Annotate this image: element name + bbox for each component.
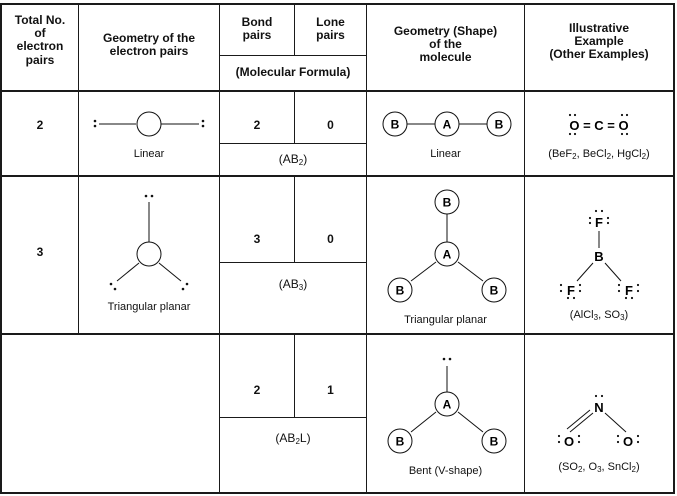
- col3-row3-divider: [294, 334, 295, 418]
- row2-total-pairs: 3: [36, 245, 44, 259]
- lone-pair-dots: [442, 357, 452, 361]
- svg-text:O: O: [564, 434, 574, 449]
- bonded-atom-label: B: [391, 118, 400, 132]
- row3-bond-pairs: 2: [253, 383, 261, 397]
- row2-other-examples: (AlCl3, SO3): [569, 309, 629, 322]
- svg-text:F: F: [567, 283, 575, 298]
- row1-lone-pairs: 0: [327, 118, 334, 132]
- row2-trigonal-electron-diagram: [109, 194, 189, 291]
- svg-text:O: O: [623, 434, 633, 449]
- central-atom-circle: [136, 111, 162, 137]
- header-bond-pairs: Bond pairs: [241, 15, 273, 43]
- col2-divider: [219, 3, 220, 494]
- col1-divider: [78, 3, 79, 334]
- table-border-right: [673, 3, 675, 494]
- bonded-atom-label: B: [490, 435, 499, 449]
- row2-subdivider: [219, 262, 366, 263]
- bonded-atom-label: B: [396, 435, 405, 449]
- row3-so2-lewis-structure: N O O: [557, 394, 640, 449]
- col4-divider: [366, 3, 367, 494]
- row3-shape-label: Bent (V-shape): [408, 465, 483, 477]
- row3-formula: (AB2L): [275, 431, 311, 446]
- lone-pair-dots-left: [93, 119, 97, 128]
- bonded-atom-label: B: [490, 284, 499, 298]
- svg-text:F: F: [625, 283, 633, 298]
- row1-other-examples: (BeF2, BeCl2, HgCl2): [548, 148, 650, 161]
- lone-pair-dots: [557, 394, 640, 444]
- col3-header-divider: [294, 3, 295, 55]
- svg-text:B: B: [594, 249, 603, 264]
- table-border-top: [0, 3, 675, 5]
- row2-bottom-line: [0, 333, 675, 335]
- row1-bond-pairs: 2: [253, 118, 261, 132]
- col3-row1-divider: [294, 91, 295, 144]
- header-example: Illustrative Example (Other Examples): [549, 21, 649, 62]
- svg-text:F: F: [595, 215, 603, 230]
- svg-text:N: N: [594, 400, 603, 415]
- row1-linear-electron-diagram: [93, 111, 205, 137]
- row2-bf3-lewis-structure: F B F F: [559, 209, 640, 300]
- central-atom-label: A: [443, 118, 452, 132]
- row2-electron-geometry-label: Triangular planar: [107, 301, 191, 313]
- bonded-atom-label: B: [495, 118, 504, 132]
- row3-subdivider: [219, 417, 366, 418]
- table-border-left: [0, 3, 2, 494]
- header-total-pairs: Total No. of electron pairs: [14, 13, 66, 67]
- table-border-bottom: [0, 492, 675, 494]
- lone-pair-dots: [559, 209, 640, 300]
- row1-total-pairs: 2: [36, 118, 44, 132]
- header-lone-pairs: Lone pairs: [316, 15, 345, 43]
- row3-bent-molecule-diagram: A B B: [387, 357, 507, 454]
- row1-electron-geometry-label: Linear: [133, 148, 165, 160]
- col3-row2-divider: [294, 176, 295, 263]
- header-molecule-shape: Geometry (Shape) of the molecule: [393, 24, 498, 65]
- col5-divider: [524, 3, 525, 494]
- row2-shape-label: Triangular planar: [404, 314, 487, 326]
- header-electron-geometry: Geometry of the electron pairs: [102, 31, 195, 59]
- row1-bottom-line: [0, 175, 675, 177]
- lone-pair-dots: [568, 113, 629, 136]
- row2-formula: (AB3): [278, 277, 308, 292]
- header-subdivider: [219, 55, 366, 56]
- lone-pair-dots: [109, 194, 189, 291]
- central-atom-label: A: [443, 398, 452, 412]
- header-molecular-formula: (Molecular Formula): [235, 65, 351, 79]
- row2-lone-pairs: 0: [327, 232, 334, 246]
- row1-linear-molecule-diagram: B A B: [382, 111, 512, 137]
- bonded-atom-label: B: [443, 196, 452, 210]
- header-bottom-line: [0, 90, 675, 92]
- row1-shape-label: Linear: [430, 148, 461, 160]
- row3-other-examples: (SO2, O3, SnCl2): [558, 461, 640, 474]
- lone-pair-dots-right: [201, 119, 205, 128]
- row1-subdivider: [219, 143, 366, 144]
- row2-bond-pairs: 3: [253, 232, 261, 246]
- central-atom-label: A: [443, 248, 452, 262]
- row1-formula: (AB2): [278, 152, 308, 167]
- row2-trigonal-molecule-diagram: B A B B: [387, 189, 507, 303]
- central-atom-circle: [136, 241, 162, 267]
- row1-co2-lewis-structure: O = C = O: [568, 113, 629, 136]
- svg-text:O = C = O: O = C = O: [569, 118, 628, 133]
- bonded-atom-label: B: [396, 284, 405, 298]
- row3-lone-pairs: 1: [327, 383, 334, 397]
